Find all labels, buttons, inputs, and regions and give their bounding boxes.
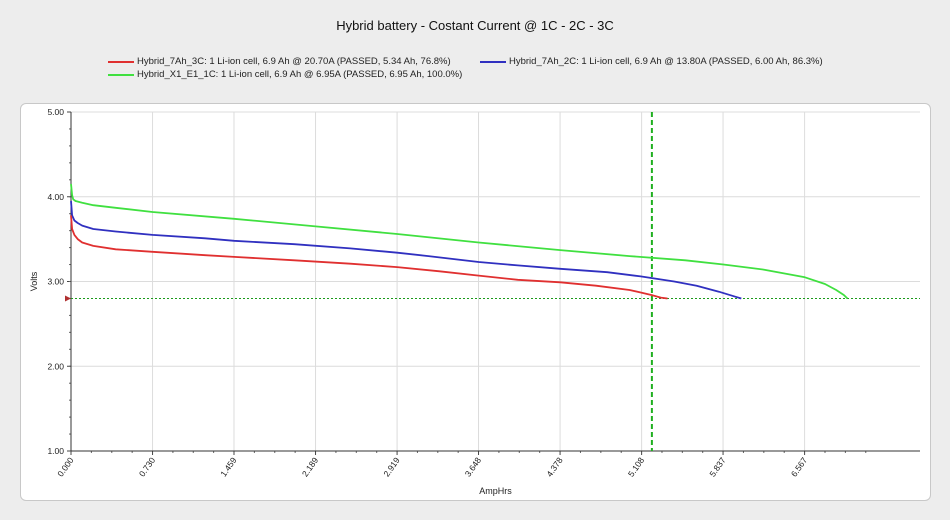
x-tick-label: 4.378 — [544, 455, 565, 478]
x-tick-label: 2.919 — [381, 455, 402, 478]
x-tick-label: 2.189 — [300, 455, 321, 478]
x-axis-label: AmpHrs — [479, 486, 512, 496]
legend-entry-3c: Hybrid_7Ah_3C: 1 Li-ion cell, 6.9 Ah @ 2… — [108, 56, 451, 67]
x-tick-label: 5.837 — [707, 455, 728, 478]
legend-label-1c: Hybrid_X1_E1_1C: 1 Li-ion cell, 6.9 Ah @… — [137, 69, 463, 80]
y-tick-label: 3.00 — [47, 277, 64, 287]
y-tick-label: 2.00 — [47, 361, 64, 371]
y-tick-label: 5.00 — [47, 107, 64, 117]
y-tick-label: 1.00 — [47, 446, 64, 456]
chart-panel — [20, 103, 931, 501]
x-tick-label: 3.648 — [463, 455, 484, 478]
legend-swatch-3c — [108, 60, 134, 63]
cutoff-marker-icon — [65, 295, 71, 302]
series-line-3c — [70, 215, 668, 300]
legend-label-2c: Hybrid_7Ah_2C: 1 Li-ion cell, 6.9 Ah @ 1… — [509, 56, 823, 67]
chart-title: Hybrid battery - Costant Current @ 1C - … — [336, 18, 614, 33]
y-tick-label: 4.00 — [47, 192, 64, 202]
x-tick-label: 1.459 — [218, 455, 239, 478]
y-axis-label: Volts — [29, 271, 39, 291]
x-tick-label: 0.730 — [137, 455, 158, 478]
x-tick-label: 0.000 — [55, 455, 76, 478]
series-line-2c — [70, 200, 742, 300]
legend-swatch-1c — [108, 73, 134, 76]
legend-entry-1c: Hybrid_X1_E1_1C: 1 Li-ion cell, 6.9 Ah @… — [108, 69, 462, 80]
series-line-1c — [70, 183, 849, 300]
legend-swatch-2c — [480, 60, 506, 63]
legend-entry-2c: Hybrid_7Ah_2C: 1 Li-ion cell, 6.9 Ah @ 1… — [480, 56, 823, 67]
x-tick-label: 6.567 — [789, 455, 810, 478]
x-tick-label: 5.108 — [626, 455, 647, 478]
legend-label-3c: Hybrid_7Ah_3C: 1 Li-ion cell, 6.9 Ah @ 2… — [137, 56, 451, 67]
